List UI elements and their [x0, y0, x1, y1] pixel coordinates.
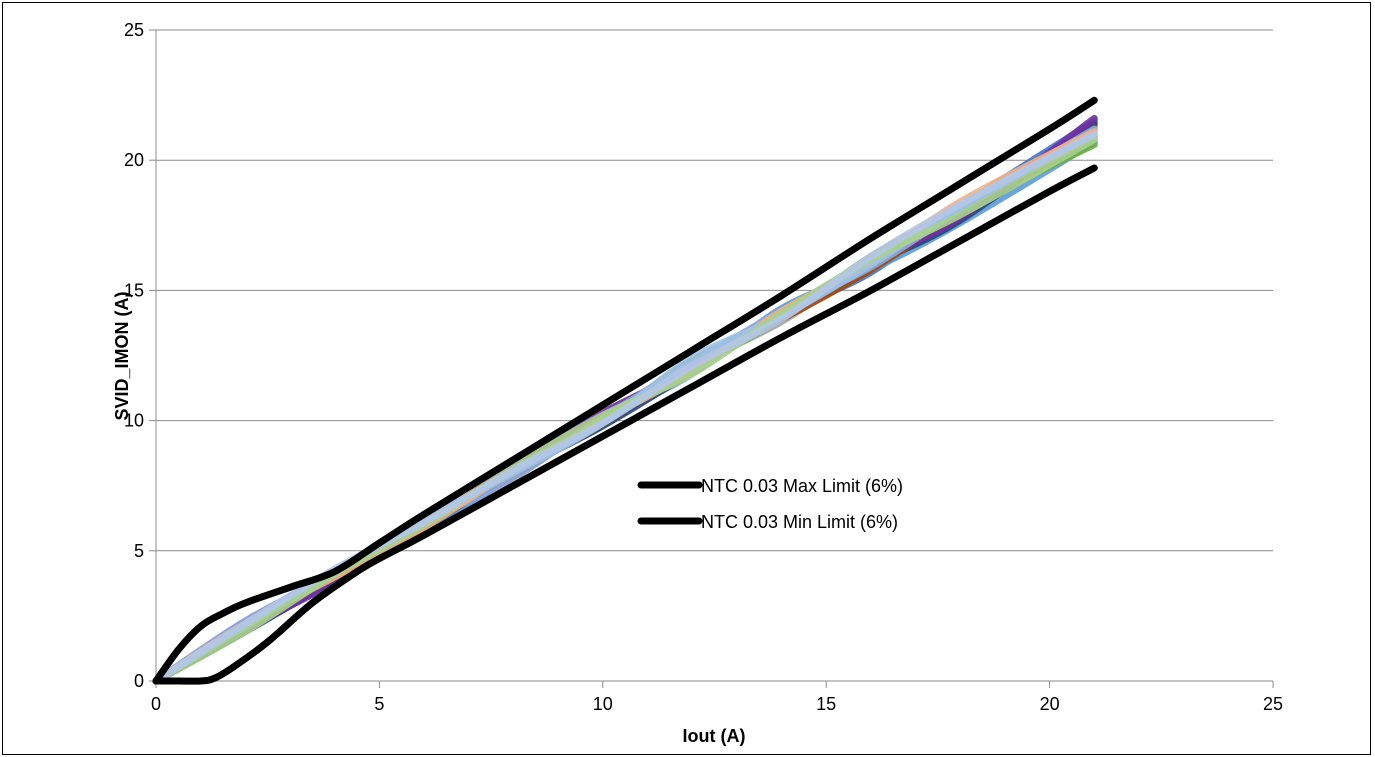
measurement-series-group: [152, 115, 1098, 685]
gridlines: [156, 29, 1273, 552]
y-tick-label: 15: [124, 280, 144, 300]
x-tick-label: 10: [593, 694, 613, 714]
legend: NTC 0.03 Max Limit (6%) NTC 0.03 Min Limi…: [637, 476, 903, 532]
y-tick-label: 20: [124, 150, 144, 170]
tick-labels: 0 5 10 15 20 25 0 5 10 15 20 25: [124, 20, 1283, 714]
x-tick-label: 15: [816, 694, 836, 714]
y-tick-label: 25: [124, 20, 144, 40]
y-tick-label: 10: [124, 411, 144, 431]
x-tick-label: 5: [374, 694, 384, 714]
legend-label-1: NTC 0.03 Max Limit (6%): [701, 476, 903, 496]
measurement-series-13: [152, 135, 1098, 685]
max-limit-line: [152, 96, 1098, 685]
y-axis-title: SVID_IMON (A): [112, 291, 132, 420]
min-limit-line: [152, 164, 1098, 685]
x-axis-title: Iout (A): [683, 726, 746, 746]
x-tick-label: 25: [1263, 694, 1283, 714]
y-tick-label: 0: [134, 671, 144, 691]
x-tick-label: 20: [1040, 694, 1060, 714]
x-tick-label: 0: [151, 694, 161, 714]
y-tick-label: 5: [134, 541, 144, 561]
axes: [149, 29, 1274, 688]
legend-label-2: NTC 0.03 Min Limit (6%): [701, 512, 898, 532]
limit-series-group: [152, 96, 1098, 685]
